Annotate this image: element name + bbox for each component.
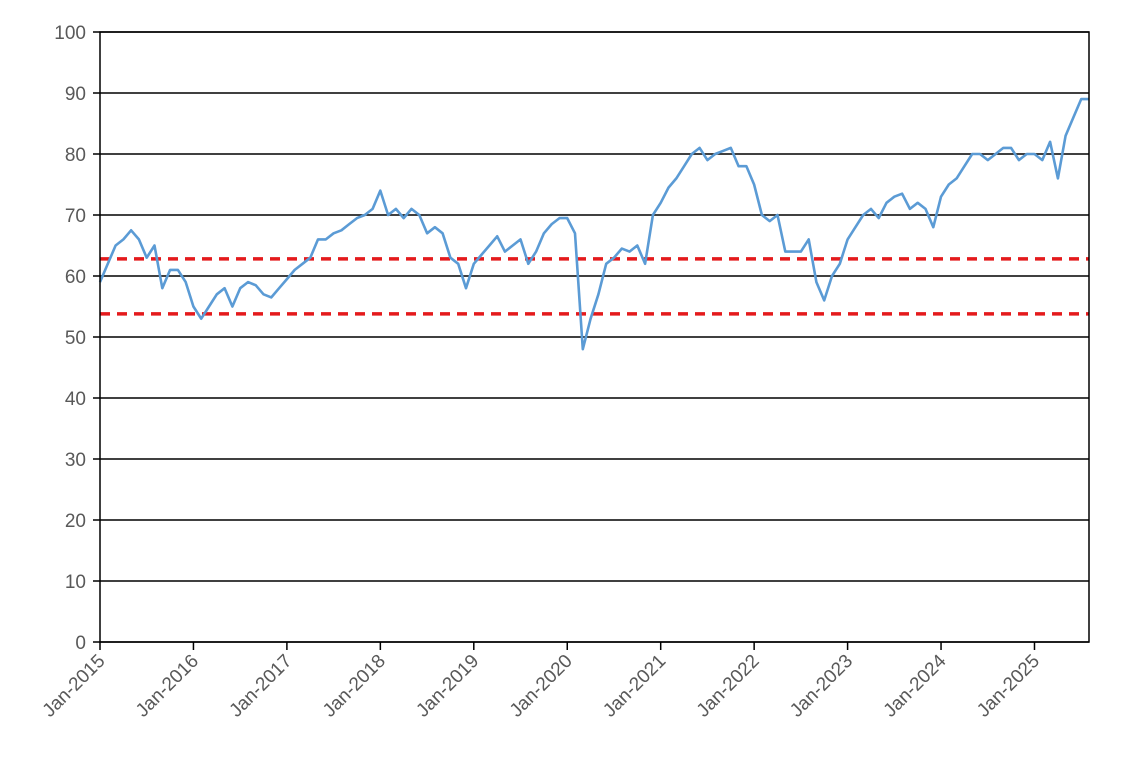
y-tick-label: 80 xyxy=(65,145,86,166)
x-tick-label: Jan-2015 xyxy=(39,651,110,722)
y-tick-label: 20 xyxy=(65,511,86,532)
reference-lines xyxy=(100,257,1089,316)
plot-border xyxy=(99,31,1090,643)
y-tick-label: 90 xyxy=(65,84,86,105)
x-tick-label: Jan-2016 xyxy=(132,651,203,722)
x-tick-label: Jan-2017 xyxy=(226,651,297,722)
x-tick-label: Jan-2023 xyxy=(786,651,857,722)
gridlines xyxy=(93,31,1089,643)
series-line xyxy=(98,97,1089,351)
y-tick-label: 40 xyxy=(65,389,86,410)
x-tick-label: Jan-2018 xyxy=(319,651,390,722)
x-tick-label: Jan-2022 xyxy=(693,651,764,722)
x-tick-label: Jan-2021 xyxy=(599,651,670,722)
y-tick-label: 60 xyxy=(65,267,86,288)
x-tick-label: Jan-2019 xyxy=(412,651,483,722)
y-axis-tick-labels: 0 10 20 30 40 50 60 70 80 90 100 xyxy=(54,23,86,654)
plot-frame xyxy=(99,31,1090,643)
x-tick-label: Jan-2020 xyxy=(506,651,577,722)
y-tick-label: 100 xyxy=(54,23,86,44)
plot-series xyxy=(98,97,1089,351)
y-tick-label: 0 xyxy=(75,633,86,654)
y-tick-label: 10 xyxy=(65,572,86,593)
y-tick-label: 30 xyxy=(65,450,86,471)
x-axis: Jan-2015 Jan-2016 Jan-2017 Jan-2018 Jan-2019… xyxy=(39,642,1044,722)
y-tick-label: 70 xyxy=(65,206,86,227)
y-tick-label: 50 xyxy=(65,328,86,349)
x-tick-label: Jan-2024 xyxy=(880,650,951,721)
x-tick-label: Jan-2025 xyxy=(973,651,1044,722)
